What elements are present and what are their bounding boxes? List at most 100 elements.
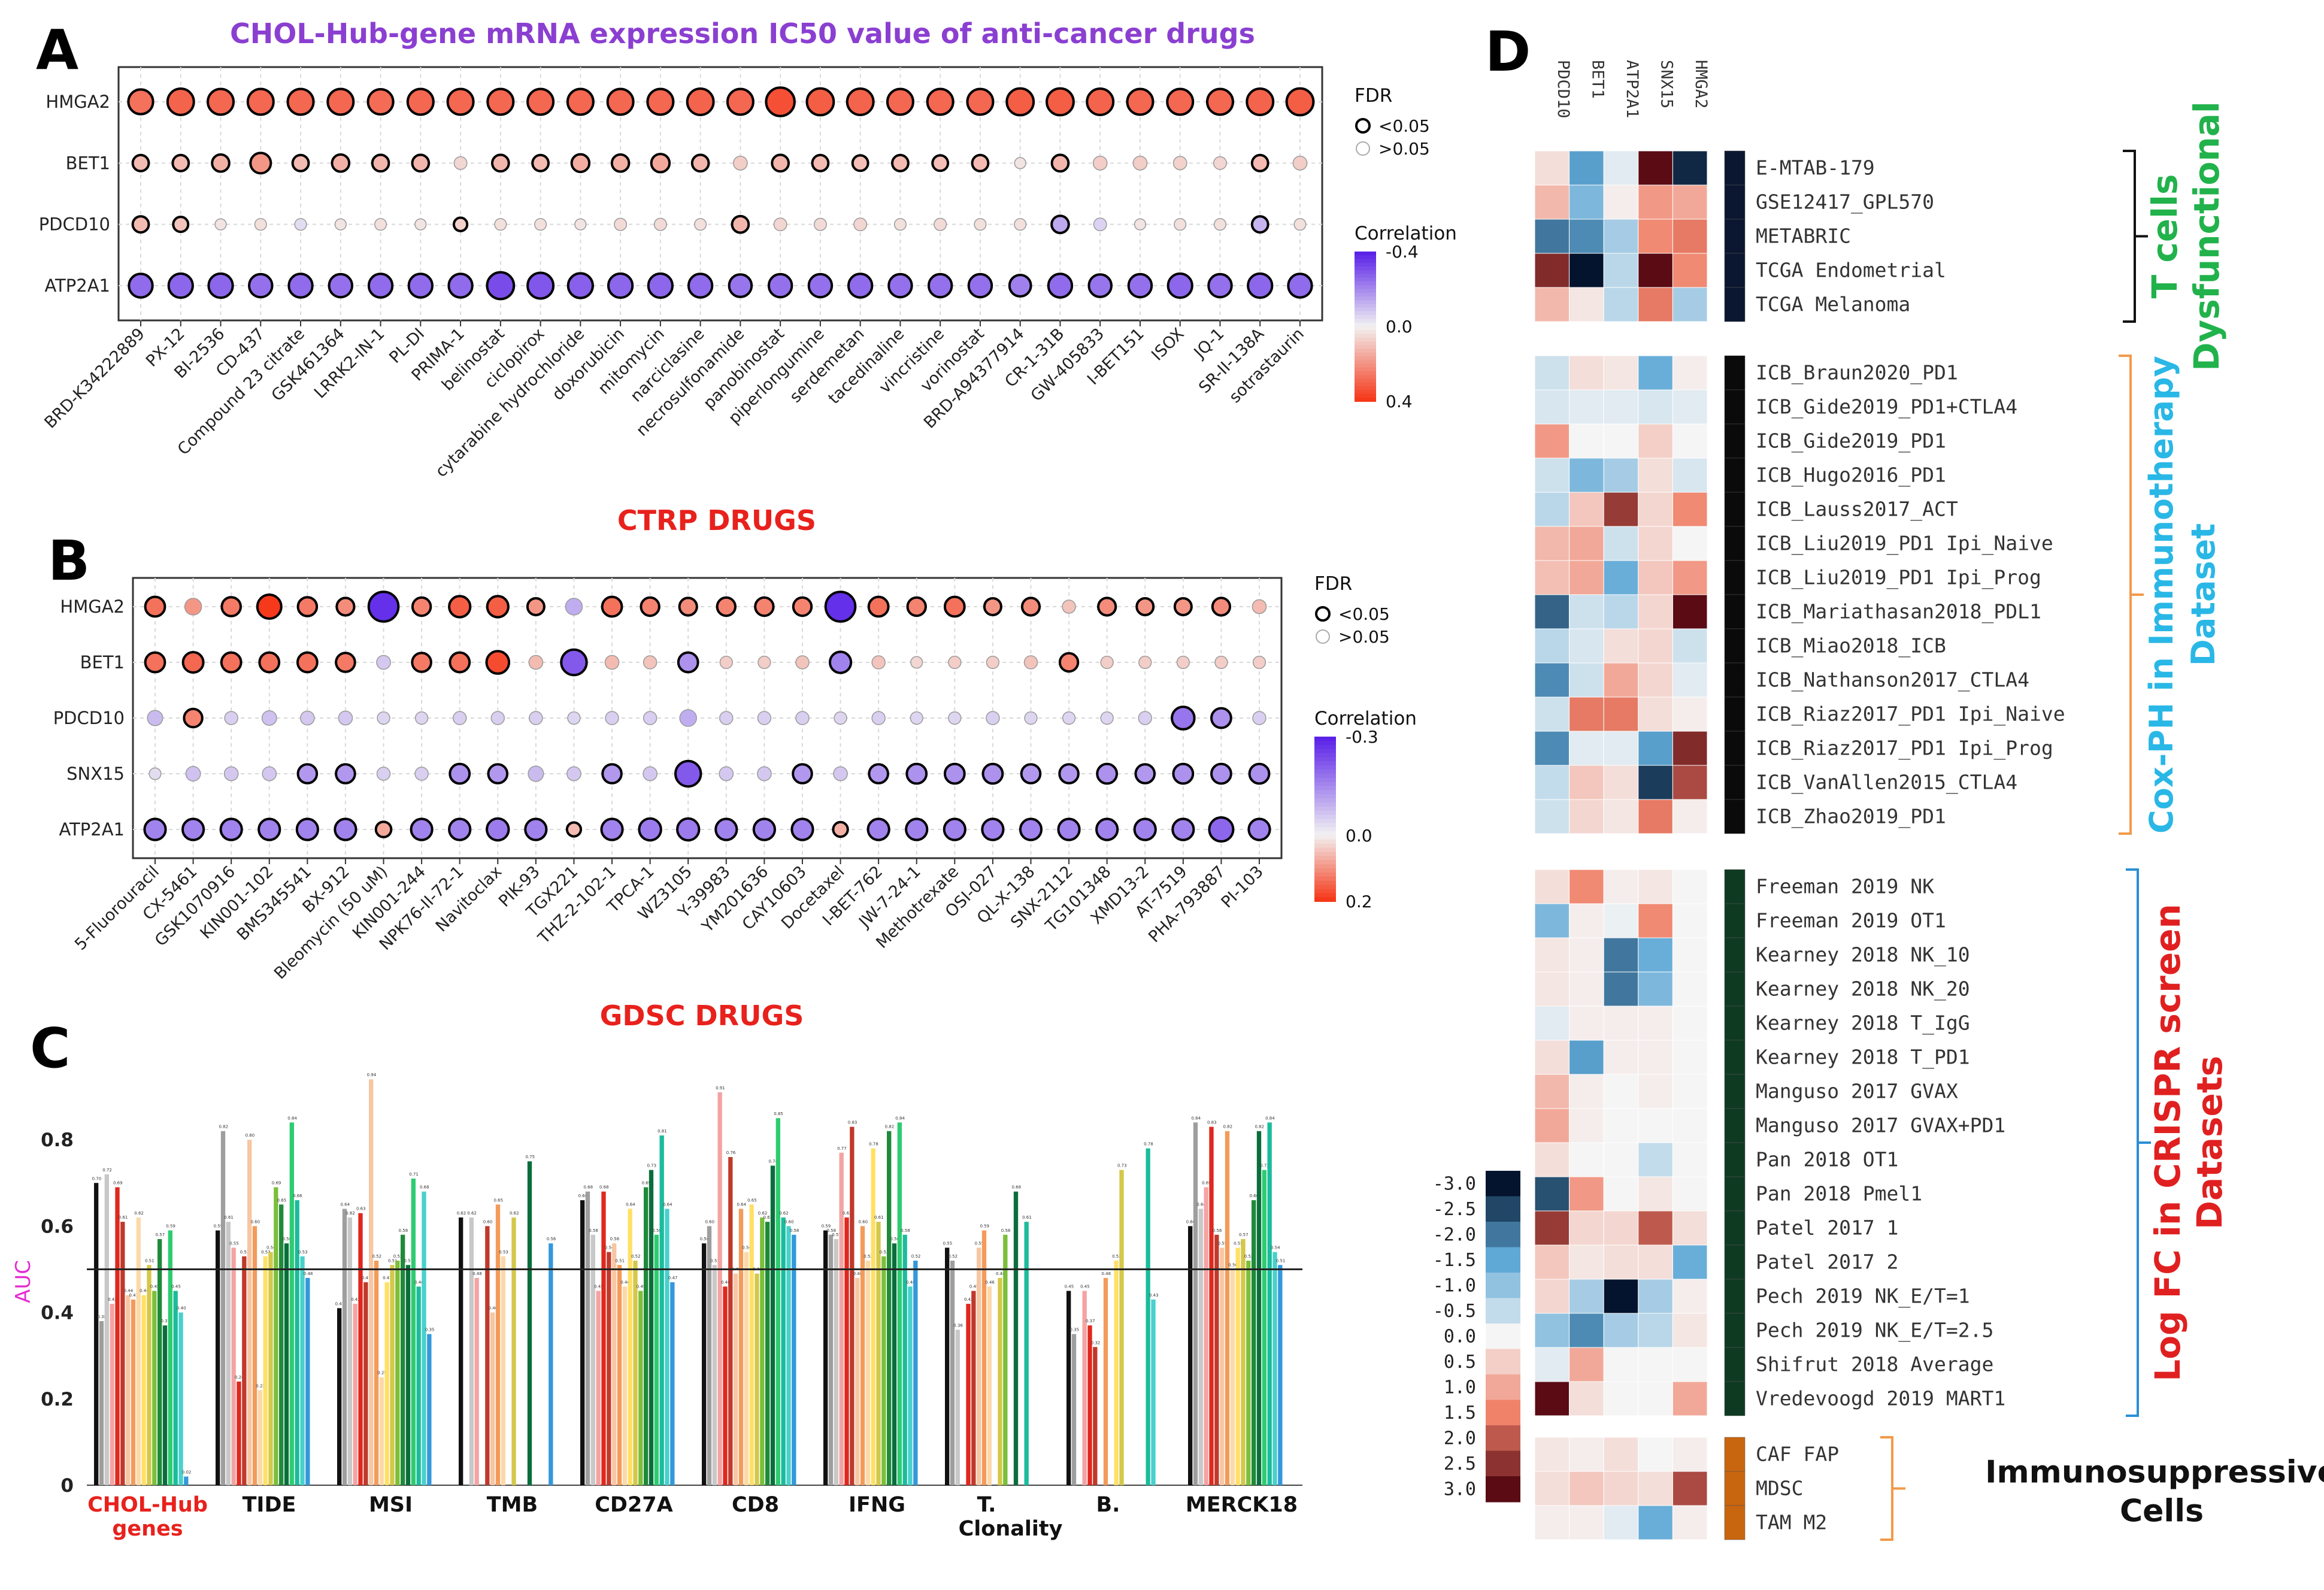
heatmap-cell bbox=[1603, 1471, 1639, 1506]
bar-value-label: 0.65 bbox=[277, 1198, 287, 1203]
dot bbox=[910, 711, 923, 725]
bar-value-label: 0.58 bbox=[399, 1228, 408, 1233]
side-annotation bbox=[1724, 903, 1746, 938]
bar-value-label: 0.52 bbox=[1244, 1254, 1254, 1259]
dot bbox=[686, 87, 715, 116]
bar-value-label: 0.80 bbox=[246, 1133, 255, 1138]
bar bbox=[1146, 1148, 1150, 1485]
bar-value-label: 0.42 bbox=[351, 1297, 360, 1302]
bar bbox=[1230, 1269, 1235, 1485]
heatmap-cell bbox=[1672, 1244, 1708, 1280]
heatmap-cell bbox=[1603, 423, 1639, 459]
panel-letter-a: A bbox=[36, 18, 78, 82]
bar bbox=[755, 1273, 759, 1485]
heatmap-cell bbox=[1603, 696, 1639, 732]
bar-value-label: 0.54 bbox=[266, 1246, 276, 1250]
bar-value-label: 0.38 bbox=[97, 1315, 107, 1319]
bar bbox=[1119, 1170, 1124, 1485]
colorscale-swatch bbox=[1486, 1171, 1520, 1197]
dot bbox=[534, 218, 547, 231]
bar-value-label: 0.52 bbox=[631, 1254, 641, 1259]
bar-value-label: 0.81 bbox=[657, 1129, 667, 1134]
bar-value-label: 0.52 bbox=[1112, 1254, 1122, 1259]
colorscale-swatch bbox=[1486, 1247, 1520, 1273]
bar bbox=[1256, 1131, 1262, 1485]
section-label: Log FC in CRISPR screen bbox=[2147, 904, 2188, 1382]
bar-value-label: 0.68 bbox=[1011, 1185, 1021, 1190]
category-label: CD27A bbox=[595, 1493, 673, 1517]
category-label: MERCK18 bbox=[1186, 1493, 1298, 1517]
corr-legend-swatch bbox=[1355, 270, 1376, 275]
category-label: genes bbox=[112, 1517, 183, 1541]
bar-value-label: 0.61 bbox=[874, 1215, 884, 1220]
side-annotation bbox=[1724, 1244, 1746, 1280]
bar bbox=[390, 1265, 395, 1485]
bar bbox=[295, 1200, 299, 1485]
heatmap-cell bbox=[1569, 799, 1604, 834]
panel-a-dot-plot: A CHOL-Hub-gene mRNA expression IC50 valu… bbox=[36, 17, 1457, 537]
bar bbox=[374, 1261, 379, 1485]
side-annotation bbox=[1724, 287, 1746, 322]
dot bbox=[604, 655, 620, 670]
dot bbox=[795, 655, 810, 670]
dot bbox=[524, 817, 548, 841]
heatmap-cell bbox=[1638, 662, 1673, 698]
heatmap-cell bbox=[1534, 662, 1570, 698]
bar bbox=[1093, 1347, 1098, 1485]
dot bbox=[166, 87, 195, 116]
heatmap-cell bbox=[1569, 1505, 1604, 1540]
heatmap-cell bbox=[1672, 696, 1708, 732]
corr-legend-swatch bbox=[1314, 761, 1336, 767]
heatmap-cell bbox=[1638, 1108, 1673, 1143]
dot bbox=[1173, 597, 1193, 616]
corr-legend-swatch bbox=[1355, 367, 1376, 372]
dot bbox=[719, 655, 733, 670]
dot bbox=[1210, 707, 1232, 729]
bar-value-label: 0.53 bbox=[240, 1250, 250, 1255]
colorscale-swatch bbox=[1486, 1298, 1520, 1324]
gene-label: ATP2A1 bbox=[44, 275, 110, 296]
corr-legend-swatch bbox=[1355, 266, 1376, 271]
bar-value-label: 0.62 bbox=[134, 1211, 144, 1216]
bar bbox=[459, 1217, 463, 1485]
dot bbox=[646, 87, 675, 116]
dot bbox=[647, 272, 674, 299]
bar-value-label: 0.24 bbox=[235, 1375, 244, 1380]
bar-value-label: 0.53 bbox=[880, 1250, 889, 1255]
bar-value-label: 0.76 bbox=[726, 1150, 736, 1155]
category-label: IFNG bbox=[849, 1493, 905, 1517]
corr-legend-swatch bbox=[1355, 259, 1376, 264]
bar-value-label: 0.74 bbox=[768, 1159, 778, 1164]
row-label: Pech 2019 NK_E/T=1 bbox=[1756, 1285, 1970, 1309]
dot bbox=[291, 153, 310, 172]
bar-value-label: 0.52 bbox=[372, 1254, 381, 1259]
heatmap-cell bbox=[1569, 355, 1604, 390]
heatmap-cell bbox=[1534, 492, 1570, 527]
dot bbox=[1207, 272, 1233, 299]
dot bbox=[1172, 762, 1195, 785]
dot bbox=[171, 153, 190, 172]
bar bbox=[628, 1209, 632, 1485]
bar bbox=[1204, 1187, 1208, 1485]
dot bbox=[986, 711, 1000, 725]
heatmap-cell bbox=[1672, 1006, 1708, 1041]
corr-legend-swatch bbox=[1355, 252, 1376, 256]
dot bbox=[846, 87, 875, 116]
bar-value-label: 0.63 bbox=[356, 1207, 366, 1212]
row-label: Manguso 2017 GVAX+PD1 bbox=[1756, 1114, 2005, 1137]
bar bbox=[734, 1273, 738, 1485]
bar-value-label: 0.71 bbox=[409, 1172, 419, 1177]
dot bbox=[526, 597, 546, 616]
bar bbox=[1214, 1234, 1219, 1485]
dot bbox=[674, 759, 702, 788]
gene-label: HMGA2 bbox=[60, 596, 125, 617]
bar bbox=[242, 1256, 247, 1485]
heatmap-cell bbox=[1603, 355, 1639, 390]
side-annotation bbox=[1724, 1074, 1746, 1109]
dot bbox=[574, 218, 587, 231]
dot bbox=[1214, 655, 1228, 670]
bar bbox=[981, 1230, 987, 1485]
bar-value-label: 0.84 bbox=[1265, 1116, 1275, 1120]
dot bbox=[1014, 157, 1026, 169]
corr-legend-swatch bbox=[1355, 319, 1376, 323]
